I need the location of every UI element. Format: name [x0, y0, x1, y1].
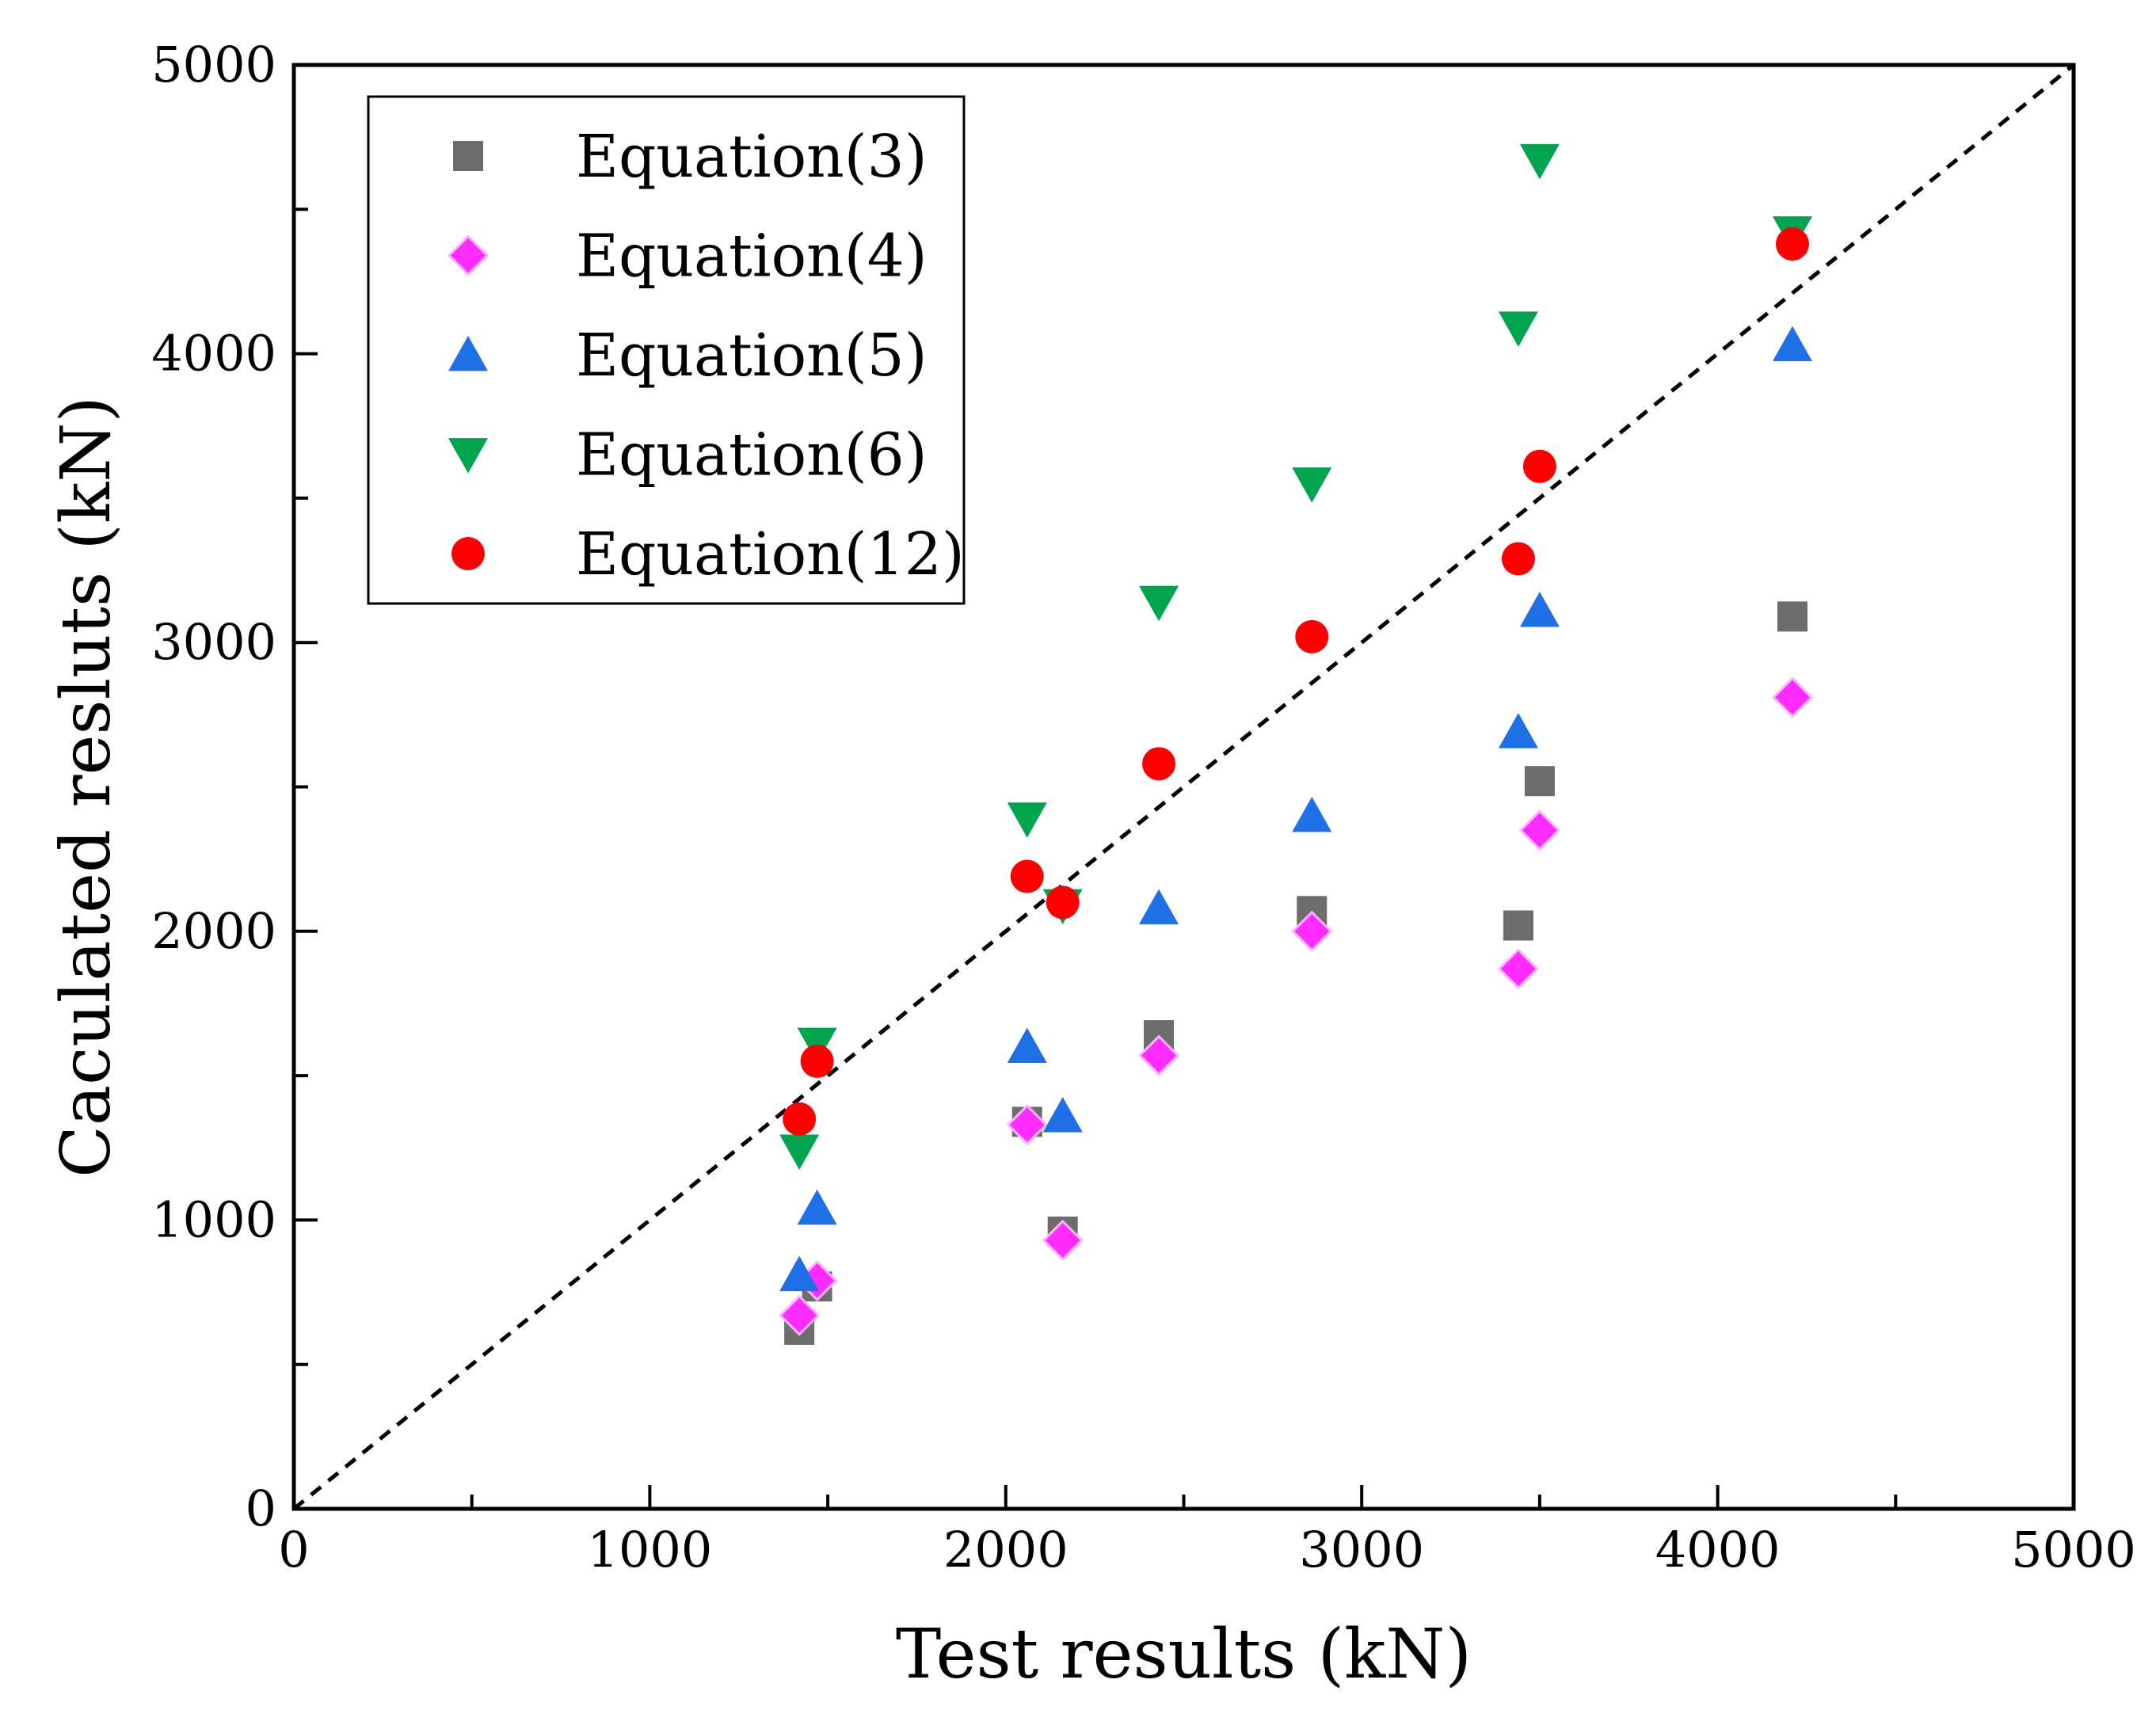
legend-item-3: Equation(5) — [448, 322, 928, 390]
reference-line-layer — [292, 63, 2075, 1510]
x-axis-title: Test results (kN) — [896, 1615, 1472, 1694]
data-point-series-2-1 — [779, 1294, 821, 1336]
data-point-series-2-9 — [1771, 676, 1814, 718]
data-point-series-3-1 — [779, 1255, 820, 1292]
data-point-series-2-8 — [1518, 809, 1561, 851]
data-point-series-4-6 — [1292, 467, 1332, 503]
tick-labels-layer: 0 1000 2000 3000 4000 5000 0 1000 2000 3000 4000 50… — [151, 36, 2136, 1579]
data-point-series-1-9 — [1777, 601, 1807, 632]
data-point-series-5-1 — [783, 1102, 817, 1136]
legend-label: Equation(4) — [576, 223, 928, 291]
series-3 — [779, 326, 1812, 1292]
data-point-series-3-7 — [1498, 713, 1538, 748]
x-tick-label: 2000 — [943, 1521, 1068, 1579]
data-point-series-2-4 — [1042, 1219, 1084, 1262]
legend-item-1: Equation(3) — [453, 123, 928, 191]
data-point-series-2-3 — [1006, 1103, 1048, 1146]
data-point-series-3-4 — [1042, 1097, 1083, 1133]
y-tick-label: 3000 — [151, 613, 276, 671]
x-tick-label: 3000 — [1299, 1521, 1424, 1579]
data-point-series-1-8 — [1524, 766, 1555, 797]
data-point-series-3-6 — [1292, 796, 1332, 832]
legend-marker-3 — [448, 336, 488, 371]
legend-label: Equation(12) — [576, 520, 965, 588]
legend-item-2: Equation(4) — [447, 223, 928, 291]
y-axis-title: Caculated resluts (kN) — [47, 396, 126, 1178]
data-point-series-5-7 — [1501, 542, 1535, 576]
legend-marker-1 — [453, 141, 483, 171]
legend-marker-4 — [448, 438, 488, 474]
reference-diagonal-line — [292, 63, 2075, 1510]
data-point-series-3-5 — [1139, 889, 1179, 925]
data-point-series-5-3 — [1010, 859, 1044, 893]
x-tick-label: 5000 — [2011, 1521, 2136, 1579]
legend-label: Equation(5) — [576, 322, 928, 390]
data-point-series-5-5 — [1142, 747, 1176, 781]
data-point-series-5-4 — [1046, 885, 1080, 920]
data-point-series-5-9 — [1775, 227, 1809, 261]
data-point-series-5-8 — [1522, 449, 1556, 483]
legend-items: Equation(3) Equation(4) Equation(5) Equatio… — [447, 123, 965, 588]
y-tick-label: 2000 — [151, 902, 276, 960]
data-point-series-5-6 — [1295, 619, 1329, 653]
series-2 — [779, 676, 1814, 1336]
x-tick-label: 4000 — [1655, 1521, 1781, 1579]
legend-label: Equation(6) — [576, 421, 928, 489]
legend: Equation(3) Equation(4) Equation(5) Equatio… — [367, 95, 966, 605]
legend-item-5: Equation(12) — [451, 520, 965, 588]
data-point-series-1-7 — [1503, 910, 1533, 941]
legend-marker-5 — [451, 537, 485, 570]
legend-label: Equation(3) — [576, 123, 928, 191]
data-point-series-2-5 — [1137, 1034, 1180, 1076]
data-point-series-4-1 — [779, 1134, 820, 1170]
data-point-series-4-5 — [1139, 585, 1179, 622]
x-tick-label: 1000 — [588, 1521, 713, 1579]
data-point-series-3-8 — [1519, 592, 1560, 627]
legend-item-4: Equation(6) — [448, 421, 928, 489]
data-points-layer — [779, 143, 1814, 1345]
axis-ticks-layer — [292, 63, 2075, 1510]
x-tick-label: 0 — [278, 1521, 309, 1579]
data-point-series-3-3 — [1007, 1027, 1047, 1064]
data-point-series-3-9 — [1772, 326, 1812, 362]
data-point-series-2-6 — [1291, 910, 1333, 952]
y-tick-label: 1000 — [151, 1190, 276, 1248]
data-point-series-4-8 — [1519, 143, 1560, 180]
data-point-series-3-2 — [797, 1189, 837, 1225]
series-5 — [783, 227, 1809, 1136]
y-tick-label: 0 — [246, 1480, 276, 1537]
y-tick-label: 5000 — [151, 36, 276, 93]
data-point-series-4-7 — [1498, 311, 1538, 347]
legend-marker-2 — [447, 234, 489, 276]
y-tick-label: 4000 — [151, 325, 276, 383]
data-point-series-5-2 — [800, 1044, 834, 1078]
data-point-series-4-3 — [1007, 802, 1047, 838]
data-point-series-2-7 — [1497, 948, 1540, 990]
